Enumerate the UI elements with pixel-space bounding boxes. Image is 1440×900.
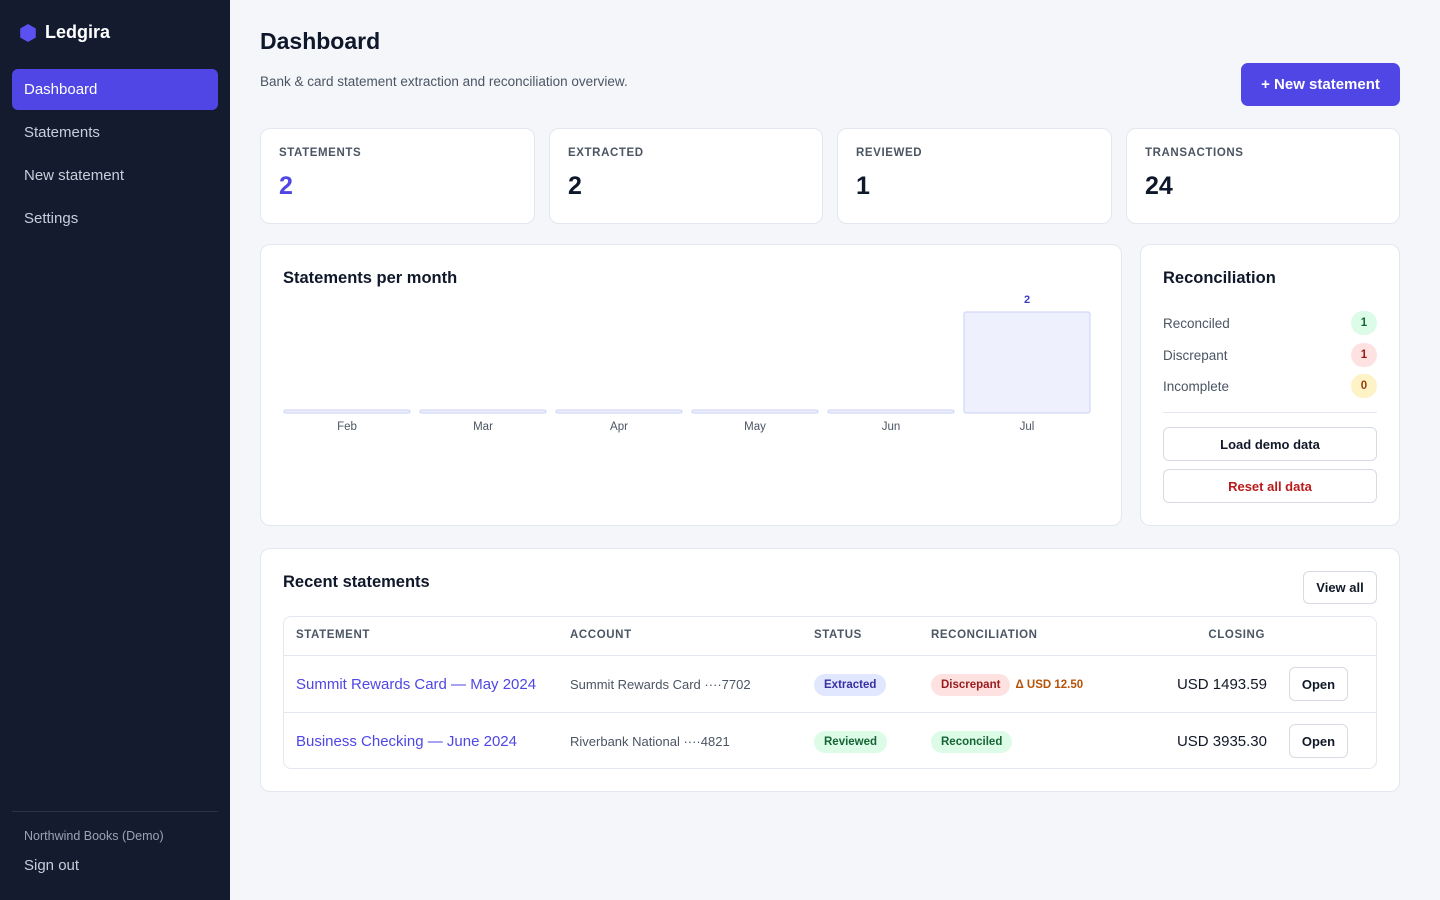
recent-statements-title: Recent statements <box>283 573 430 591</box>
recon-label: Incomplete <box>1163 378 1230 394</box>
closing-cell: USD 3935.30 <box>1176 713 1267 768</box>
bar-may <box>691 409 819 414</box>
sidebar-item-new-statement[interactable]: New statement <box>24 167 125 184</box>
bar-value-label: 2 <box>1024 294 1030 306</box>
logo-icon <box>19 23 37 42</box>
bar-feb <box>283 409 411 414</box>
stat-card-extracted: EXTRACTED 2 <box>549 128 823 224</box>
stat-label: TRANSACTIONS <box>1145 147 1244 159</box>
reconciliation-card: Reconciliation Reconciled 1 Discrepant 1… <box>1140 244 1400 526</box>
account-cell: Riverbank National ····4821 <box>570 713 730 768</box>
recent-statements-card: Recent statements View all STATEMENT ACC… <box>260 548 1400 792</box>
sidebar-item-settings[interactable]: Settings <box>24 210 79 227</box>
sidebar-footer: Northwind Books (Demo) Sign out <box>12 811 218 900</box>
statements-per-month-chart: Feb Mar Apr May Jun Jul 2 <box>283 294 1091 433</box>
stat-card-statements: STATEMENTS 2 <box>260 128 535 224</box>
statement-cell: Business Checking — June 2024 <box>296 713 517 768</box>
reconciliation-title: Reconciliation <box>1163 269 1276 287</box>
stat-value: 24 <box>1145 172 1173 200</box>
stat-card-transactions: TRANSACTIONS 24 <box>1126 128 1400 224</box>
org-name: Northwind Books (Demo) <box>24 829 164 843</box>
divider <box>1163 412 1377 413</box>
status-cell: Reviewed <box>814 713 888 768</box>
reset-all-data-button[interactable]: Reset all data <box>1163 469 1377 503</box>
status-cell: Extracted <box>814 656 887 713</box>
stat-value: 1 <box>856 172 870 200</box>
stat-label: EXTRACTED <box>568 147 644 159</box>
stat-label: REVIEWED <box>856 147 923 159</box>
stat-value: 2 <box>568 172 582 200</box>
sidebar: Ledgira Dashboard Statements New stateme… <box>0 0 230 900</box>
recon-label: Reconciled <box>1163 315 1230 331</box>
sign-out-link[interactable]: Sign out <box>24 857 80 874</box>
x-tick-label: Apr <box>610 421 628 433</box>
view-all-button[interactable]: View all <box>1303 571 1377 604</box>
x-tick-label: Feb <box>337 421 357 433</box>
bar-mar <box>419 409 547 414</box>
count-badge: 1 <box>1351 311 1377 335</box>
account-name: Summit Rewards Card ····7702 <box>570 677 751 692</box>
open-button[interactable]: Open <box>1289 724 1348 758</box>
reconciliation-cell: Reconciled <box>931 713 1013 768</box>
closing-balance: USD 3935.30 <box>1176 733 1267 750</box>
load-demo-data-button[interactable]: Load demo data <box>1163 427 1377 461</box>
closing-cell: USD 1493.59 <box>1177 656 1267 713</box>
sidebar-item-dashboard[interactable]: Dashboard <box>12 69 218 110</box>
page-title: Dashboard <box>260 28 381 54</box>
statement-cell: Summit Rewards Card — May 2024 <box>296 656 536 713</box>
recon-row-reconciled: Reconciled 1 <box>1163 311 1377 335</box>
bar-jul <box>963 311 1091 414</box>
statements-table: STATEMENT ACCOUNT STATUS RECONCILIATION … <box>283 616 1377 769</box>
column-header: STATUS <box>814 629 862 641</box>
statement-link[interactable]: Summit Rewards Card — May 2024 <box>296 676 537 693</box>
reconciliation-cell: Discrepant Δ USD 12.50 <box>931 656 1083 713</box>
chart-title: Statements per month <box>283 269 458 287</box>
stat-card-reviewed: REVIEWED 1 <box>837 128 1112 224</box>
stat-value: 2 <box>279 172 293 200</box>
bar-apr <box>555 409 683 414</box>
closing-balance: USD 1493.59 <box>1176 676 1267 693</box>
table-row: Business Checking — June 2024 Riverbank … <box>284 712 1376 768</box>
sidebar-item-statements[interactable]: Statements <box>24 124 100 141</box>
x-tick-label: May <box>744 421 766 433</box>
brand-name: Ledgira <box>45 22 111 42</box>
status-badge: Reviewed <box>814 730 888 753</box>
column-header: CLOSING <box>1208 629 1265 641</box>
x-tick-label: Jun <box>882 421 901 433</box>
count-badge: 0 <box>1351 374 1377 398</box>
brand[interactable]: Ledgira <box>19 22 110 43</box>
recon-row-discrepant: Discrepant 1 <box>1163 343 1377 367</box>
statement-link[interactable]: Business Checking — June 2024 <box>296 733 517 750</box>
reconciliation-badge: Discrepant <box>931 673 1011 696</box>
open-button[interactable]: Open <box>1289 667 1348 701</box>
chart-card: Statements per month Feb Mar Apr May Jun Jul 2 <box>260 244 1122 526</box>
x-tick-label: Mar <box>473 421 493 433</box>
recon-row-incomplete: Incomplete 0 <box>1163 374 1377 398</box>
bar-jun <box>827 409 955 414</box>
recon-label: Discrepant <box>1163 347 1228 363</box>
column-header: RECONCILIATION <box>931 629 1038 641</box>
account-cell: Summit Rewards Card ····7702 <box>570 656 751 713</box>
new-statement-button[interactable]: + New statement <box>1241 63 1400 106</box>
delta-amount: Δ USD 12.50 <box>1015 678 1084 691</box>
x-tick-label: Jul <box>1020 421 1035 433</box>
status-badge: Extracted <box>814 673 887 696</box>
count-badge: 1 <box>1351 343 1377 367</box>
column-header: ACCOUNT <box>570 629 632 641</box>
page-subtitle: Bank & card statement extraction and rec… <box>260 74 628 89</box>
table-row: Summit Rewards Card — May 2024 Summit Re… <box>284 655 1376 713</box>
sidebar-nav: Dashboard Statements New statement Setti… <box>12 69 218 241</box>
reconciliation-badge: Reconciled <box>931 730 1013 753</box>
column-header: STATEMENT <box>296 629 370 641</box>
stat-label: STATEMENTS <box>279 147 362 159</box>
account-name: Riverbank National ····4821 <box>570 734 730 749</box>
